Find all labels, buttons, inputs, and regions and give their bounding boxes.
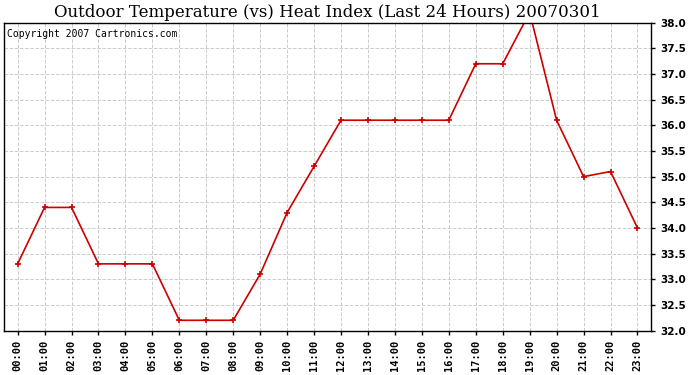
Text: Copyright 2007 Cartronics.com: Copyright 2007 Cartronics.com <box>8 29 178 39</box>
Title: Outdoor Temperature (vs) Heat Index (Last 24 Hours) 20070301: Outdoor Temperature (vs) Heat Index (Las… <box>55 4 601 21</box>
